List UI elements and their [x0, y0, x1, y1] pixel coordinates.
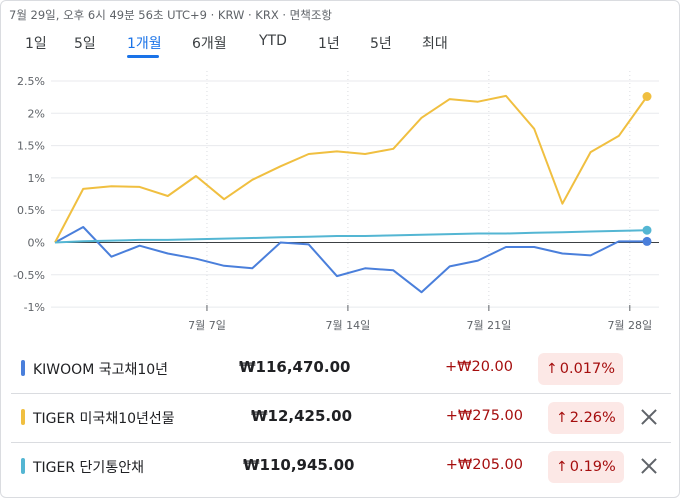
series-line-kiwoom [54, 226, 647, 294]
quote-info: 7월 29일, 오후 6시 49분 56초 UTC+9 · KRW · KRX … [9, 8, 332, 22]
tab-5y[interactable]: 5년 [370, 36, 392, 52]
series-line-tiger-short [54, 229, 648, 244]
x-tick-label: 7월 21일 [466, 318, 511, 332]
arrow-up-icon: ↑ [546, 361, 558, 377]
y-tick-label: -0.5% [13, 269, 45, 282]
tab-1m[interactable]: 1개월 [127, 36, 162, 52]
y-tick-label: 2.5% [17, 75, 45, 88]
tab-6m[interactable]: 6개월 [192, 36, 227, 52]
series-end-dot-kiwoom [642, 236, 652, 246]
security-name: TIGER 미국채10년선물 [33, 411, 175, 427]
change-value: +₩275.00 [445, 408, 523, 424]
percent-change-value: 0.19% [569, 459, 616, 475]
series-end-dot-tiger-us10y [642, 92, 652, 102]
y-tick-label: 1.5% [17, 140, 45, 153]
price-value: ₩116,470.00 [239, 358, 351, 376]
series-line-tiger-us10y [54, 94, 648, 243]
price-value: ₩110,945.00 [243, 456, 355, 474]
arrow-up-icon: ↑ [556, 410, 568, 426]
list-item[interactable]: TIGER 미국채10년선물 ₩12,425.00 +₩275.00 ↑ 2.26… [11, 393, 671, 441]
y-tick-label: 2% [28, 107, 45, 120]
tab-1y[interactable]: 1년 [318, 36, 340, 52]
y-tick-label: 1% [28, 172, 45, 185]
percent-change-badge: ↑ 2.26% [548, 402, 624, 434]
percent-change-badge: ↑ 0.017% [538, 353, 624, 385]
y-tick-label: 0% [28, 237, 45, 250]
active-tab-indicator [127, 55, 159, 58]
series-color-swatch [21, 409, 25, 425]
x-tick-label: 7월 28일 [607, 318, 652, 332]
percent-change-badge: ↑ 0.19% [548, 451, 624, 483]
series-color-swatch [21, 360, 25, 376]
range-tabs: 1일 5일 1개월 6개월 YTD 1년 5년 최대 [1, 33, 680, 59]
tab-1d[interactable]: 1일 [25, 36, 47, 52]
y-tick-label: 0.5% [17, 204, 45, 217]
tab-max[interactable]: 최대 [422, 36, 448, 52]
arrow-up-icon: ↑ [556, 459, 568, 475]
tab-5d[interactable]: 5일 [74, 36, 96, 52]
comparison-chart[interactable]: 2.5% 2% 1.5% 1% 0.5% 0% -0.5% -1% 7월 7일 7월 14일 7월 … [1, 61, 680, 343]
percent-change-value: 0.017% [559, 361, 616, 377]
price-value: ₩12,425.00 [251, 407, 353, 425]
change-value: +₩20.00 [445, 359, 513, 375]
x-tick-label: 7월 7일 [188, 318, 226, 332]
security-name: TIGER 단기통안채 [33, 460, 144, 476]
percent-change-value: 2.26% [569, 410, 616, 426]
tab-ytd[interactable]: YTD [259, 33, 287, 49]
series-end-dot-tiger-short [642, 225, 652, 235]
x-tick-label: 7월 14일 [326, 318, 371, 332]
remove-comparison-close-icon[interactable] [638, 455, 660, 477]
series-color-swatch [21, 458, 25, 474]
list-item[interactable]: TIGER 단기통안채 ₩110,945.00 +₩205.00 ↑ 0.19% [11, 442, 671, 490]
security-name: KIWOOM 국고채10년 [33, 362, 169, 378]
change-value: +₩205.00 [445, 457, 523, 473]
remove-comparison-close-icon[interactable] [638, 406, 660, 428]
y-tick-label: -1% [24, 301, 45, 314]
list-item[interactable]: KIWOOM 국고채10년 ₩116,470.00 +₩20.00 ↑ 0.017… [11, 345, 671, 393]
